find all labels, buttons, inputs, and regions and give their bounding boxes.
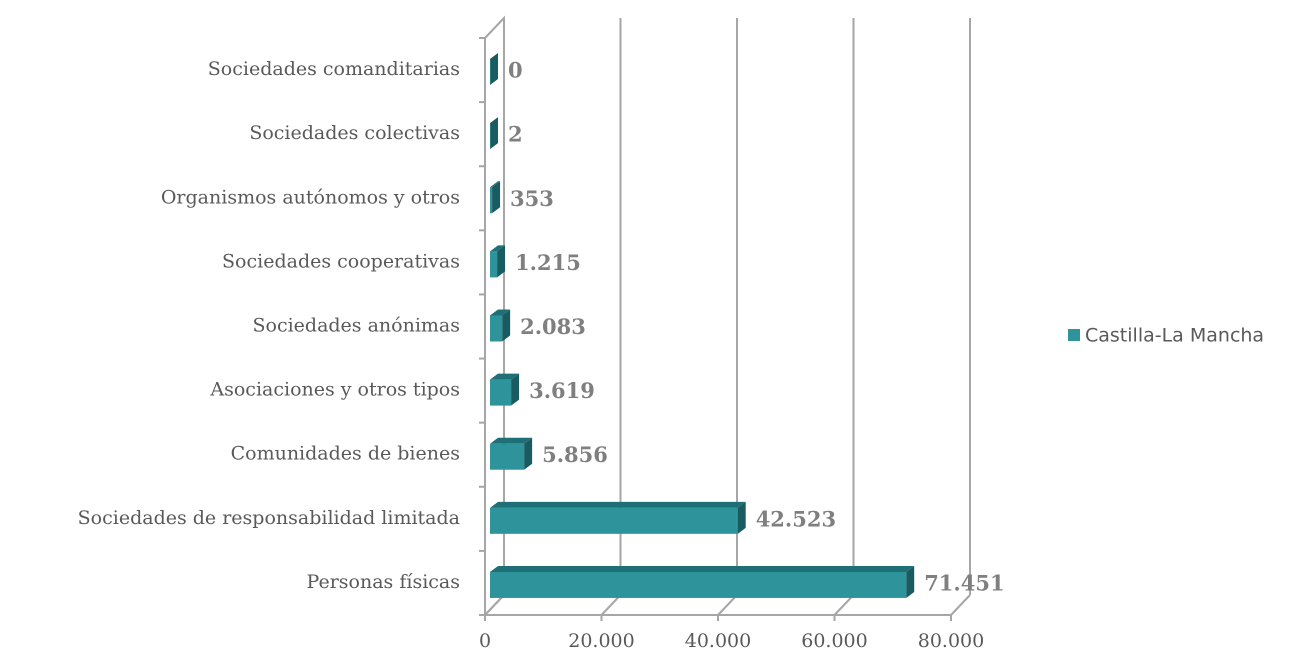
bar-side bbox=[502, 309, 511, 342]
floor-line bbox=[950, 594, 971, 616]
bar bbox=[490, 187, 493, 214]
category-label: Sociedades colectivas bbox=[249, 122, 460, 144]
x-tick-label: 60.000 bbox=[801, 630, 867, 652]
bar-top bbox=[490, 181, 501, 188]
category-label: Sociedades anónimas bbox=[252, 315, 460, 337]
bar-top bbox=[490, 501, 746, 508]
floor-line bbox=[600, 594, 622, 616]
bar-side bbox=[524, 437, 533, 470]
bar-side bbox=[906, 565, 915, 598]
data-label: 0 bbox=[508, 58, 523, 83]
bar-top bbox=[490, 373, 520, 380]
bar-top bbox=[490, 117, 499, 124]
bar-side bbox=[497, 245, 506, 278]
data-label: 2.083 bbox=[520, 314, 586, 339]
bar-top bbox=[490, 565, 915, 572]
category-label: Sociedades de responsabilidad limitada bbox=[78, 507, 460, 529]
category-label: Personas físicas bbox=[307, 571, 460, 593]
data-label: 42.523 bbox=[756, 506, 836, 531]
bar-top bbox=[490, 245, 506, 252]
legend-swatch bbox=[1068, 329, 1080, 341]
bar bbox=[490, 507, 738, 534]
x-tick-label: 20.000 bbox=[568, 630, 634, 652]
x-tick-label: 40.000 bbox=[685, 630, 751, 652]
bar bbox=[490, 443, 525, 470]
category-label: Sociedades cooperativas bbox=[222, 250, 460, 272]
bar bbox=[490, 59, 491, 86]
bar-top bbox=[490, 437, 533, 444]
legend-label: Castilla-La Mancha bbox=[1085, 325, 1264, 347]
bar-side bbox=[490, 53, 498, 86]
data-label: 3.619 bbox=[529, 378, 595, 403]
x-tick-label: 80.000 bbox=[918, 630, 984, 652]
bar bbox=[490, 123, 491, 150]
x-tick-label: 0 bbox=[479, 630, 491, 652]
bar bbox=[490, 379, 512, 406]
bar bbox=[490, 251, 498, 278]
floor-line bbox=[833, 594, 855, 616]
data-label: 1.215 bbox=[515, 250, 581, 275]
bar-top bbox=[490, 309, 511, 316]
bar-side bbox=[492, 181, 501, 214]
bar-side bbox=[737, 501, 746, 534]
data-label: 5.856 bbox=[542, 442, 608, 467]
floor-line bbox=[717, 594, 738, 616]
category-label: Comunidades de bienes bbox=[231, 443, 460, 465]
category-label: Asociaciones y otros tipos bbox=[209, 379, 460, 401]
bar-side bbox=[511, 373, 520, 406]
bar bbox=[490, 315, 503, 342]
data-label: 2 bbox=[508, 122, 523, 147]
category-label: Sociedades comanditarias bbox=[208, 58, 460, 80]
category-label: Organismos autónomos y otros bbox=[161, 186, 460, 208]
data-label: 353 bbox=[510, 186, 554, 211]
data-label: 71.451 bbox=[924, 570, 1004, 595]
floor-line bbox=[484, 594, 505, 616]
bar bbox=[490, 571, 907, 598]
bar-side bbox=[490, 117, 499, 150]
